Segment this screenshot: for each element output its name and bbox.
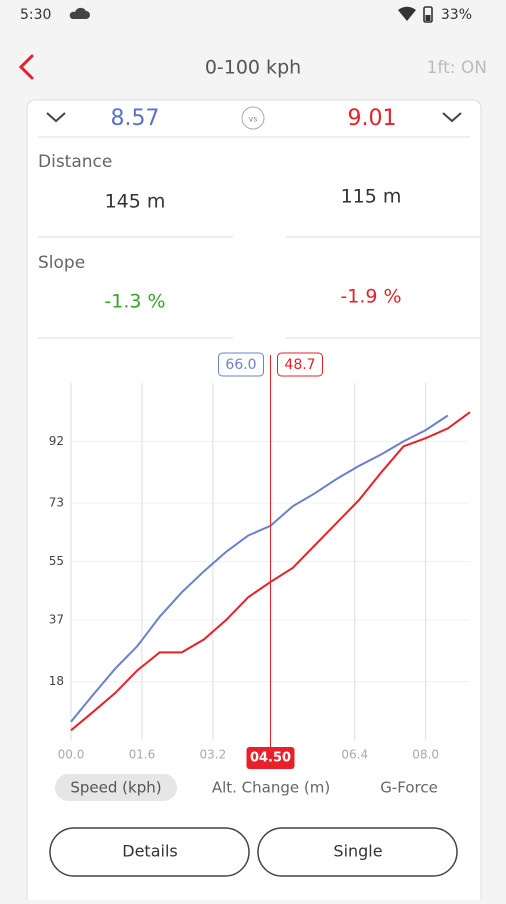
cursor-value-box xyxy=(218,352,264,377)
stat-label: Distance xyxy=(38,152,112,172)
stat-left: 145 m xyxy=(105,191,166,213)
cursor-x-label: 04.50 xyxy=(250,751,291,766)
y-tick-label: 92 xyxy=(49,434,64,448)
card xyxy=(26,99,482,904)
tab[interactable]: Speed (kph) xyxy=(70,779,161,797)
tab[interactable]: Alt. Change (m) xyxy=(212,779,330,797)
back-button[interactable] xyxy=(18,54,34,80)
tab-selected-bg xyxy=(55,774,177,801)
y-tick-label: 37 xyxy=(49,612,64,626)
y-tick-label: 55 xyxy=(49,554,64,568)
y-tick-label: 73 xyxy=(49,496,64,510)
cursor-x-box xyxy=(246,747,295,769)
wifi-icon xyxy=(398,6,416,21)
cursor-value-label: 48.7 xyxy=(284,357,315,373)
stat-right: 115 m xyxy=(341,186,402,208)
right-time: 9.01 xyxy=(348,106,397,131)
cursor-value-box xyxy=(277,352,323,377)
x-tick-label: 00.0 xyxy=(58,748,85,762)
status-battery: 33% xyxy=(441,7,472,23)
vs-badge xyxy=(241,106,265,130)
x-tick-label: 08.0 xyxy=(412,748,439,762)
status-time: 5:30 xyxy=(20,7,51,23)
stat-label: Slope xyxy=(38,253,85,273)
stat-right: -1.9 % xyxy=(340,286,401,308)
cloud-icon xyxy=(69,7,90,19)
button-label: Single xyxy=(333,842,382,861)
right-dropdown[interactable] xyxy=(442,112,462,123)
cursor-value-label: 66.0 xyxy=(225,357,256,373)
battery-icon xyxy=(423,6,433,23)
vs-label: vs xyxy=(249,115,258,124)
stat-left: -1.3 % xyxy=(104,291,165,313)
chart: 18 37 55 73 92 00.0 01.6 03.2 06.4 08.0 66.0 48.7 04… xyxy=(49,352,471,769)
button-label: Details xyxy=(122,842,177,861)
x-tick-label: 01.6 xyxy=(129,748,156,762)
y-tick-label: 18 xyxy=(49,674,64,688)
battery-level xyxy=(425,15,431,21)
series-line xyxy=(70,414,449,723)
tab[interactable]: G-Force xyxy=(380,779,438,797)
x-tick-label: 06.4 xyxy=(341,748,368,762)
setting-toggle[interactable]: 1ft: ON xyxy=(427,58,487,78)
single-button[interactable] xyxy=(257,827,458,877)
details-button[interactable] xyxy=(49,827,250,877)
x-tick-label: 03.2 xyxy=(200,748,227,762)
left-dropdown[interactable] xyxy=(46,112,66,123)
page-title: 0-100 kph xyxy=(205,57,301,79)
left-time: 8.57 xyxy=(111,106,160,131)
